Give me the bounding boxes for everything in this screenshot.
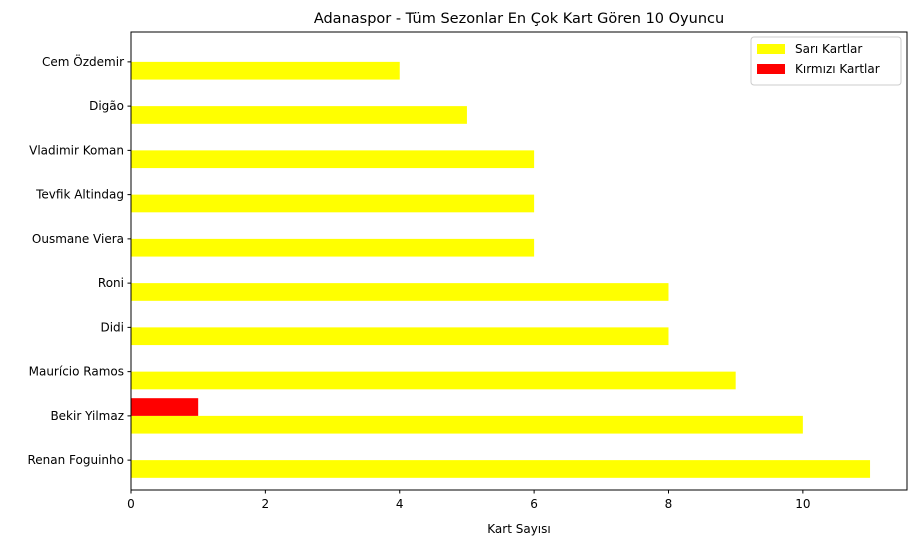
y-tick-label: Didi (100, 320, 124, 334)
yellow-card-bar-7 (131, 150, 535, 169)
legend-swatch-yellow (757, 44, 785, 54)
yellow-card-bar-4 (131, 283, 669, 301)
plot-frame (130, 31, 908, 491)
chart-title: Adanaspor - Tüm Sezonlar En Çok Kart Gör… (314, 11, 724, 27)
y-tick-label: Vladimir Koman (29, 143, 124, 157)
y-axis-ticks: Renan Foguinho Bekir Yilmaz Maurício Ramos… (28, 53, 131, 467)
x-axis-title: Kart Sayısı (487, 522, 550, 536)
yellow-card-bar-9 (131, 61, 400, 80)
legend: Sarı Kartlar Kırmızı Kartlar (750, 36, 902, 86)
yellow-card-bar-1 (131, 415, 803, 434)
y-tick-label: Digão (89, 99, 124, 113)
x-tick-label: 0 (127, 497, 135, 511)
legend-box (750, 36, 902, 86)
legend-label-yellow: Sarı Kartlar (795, 42, 862, 56)
red-card-bar-1 (131, 398, 199, 416)
y-tick-label: Renan Foguinho (28, 453, 125, 467)
y-tick-label: Bekir Yilmaz (50, 409, 124, 423)
legend-label-red: Kırmızı Kartlar (795, 62, 880, 76)
x-tick-label: 2 (262, 497, 270, 511)
x-axis-ticks: 0 2 4 6 8 10 (127, 490, 811, 511)
y-tick-label: Maurício Ramos (29, 365, 124, 379)
x-tick-label: 6 (530, 497, 538, 511)
yellow-card-bar-8 (131, 106, 467, 124)
yellow-card-bar-0 (131, 460, 871, 478)
yellow-card-bar-3 (131, 327, 669, 346)
yellow-card-bar-5 (131, 238, 535, 257)
yellow-card-bar-6 (131, 194, 535, 213)
x-tick-label: 8 (665, 497, 673, 511)
x-tick-label: 4 (396, 497, 404, 511)
y-tick-label: Ousmane Viera (32, 232, 124, 246)
y-tick-label: Tevfik Altindag (35, 188, 124, 202)
y-tick-label: Roni (98, 276, 124, 290)
legend-swatch-red (757, 64, 785, 74)
bars-group (131, 61, 871, 478)
yellow-card-bar-2 (131, 371, 736, 390)
x-tick-label: 10 (795, 497, 810, 511)
y-tick-label: Cem Özdemir (42, 53, 124, 69)
